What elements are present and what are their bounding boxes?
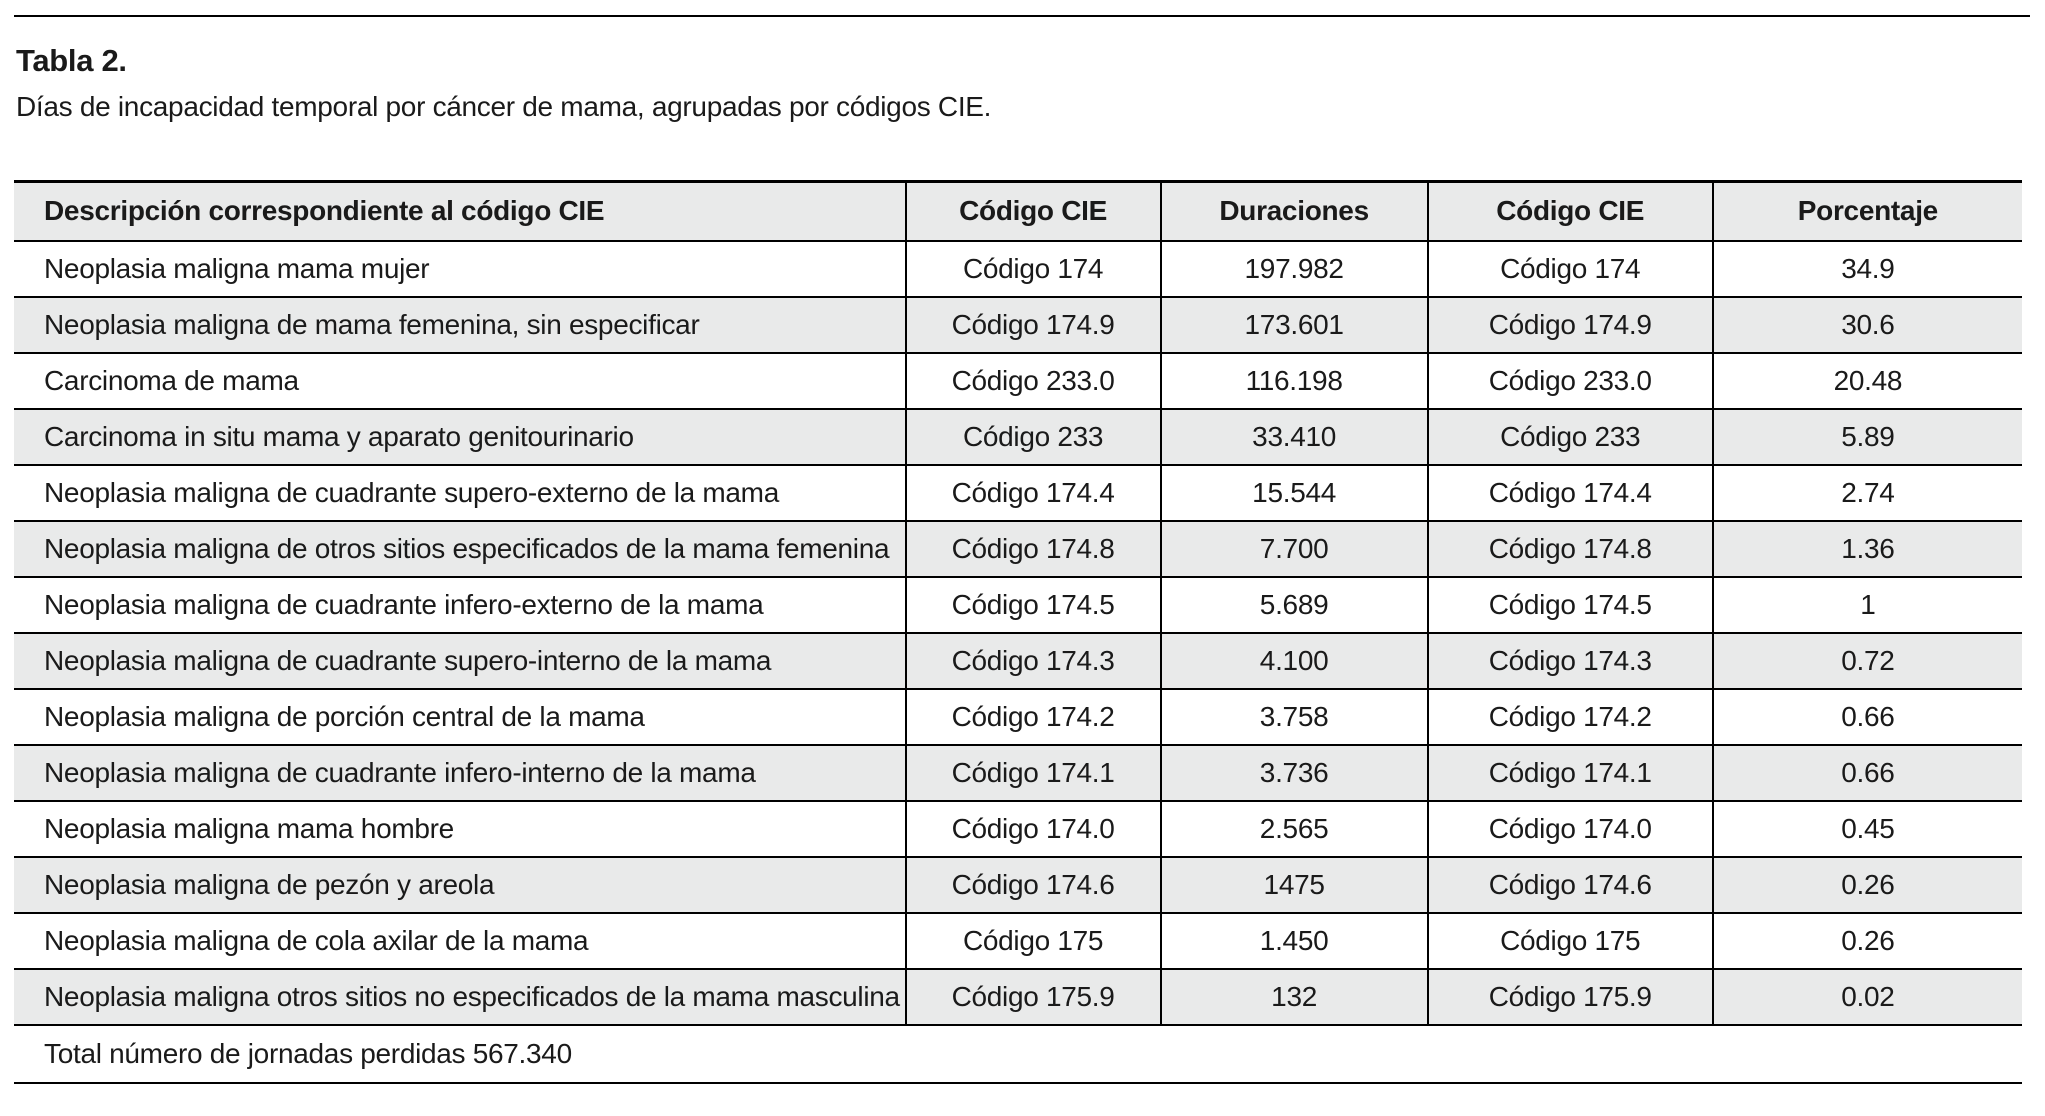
cell-descripcion: Neoplasia maligna de cuadrante supero-ex… <box>14 464 906 522</box>
cell-descripcion: Neoplasia maligna de pezón y areola <box>14 856 906 914</box>
cell-codigo-cie-2: Código 174.8 <box>1426 520 1713 578</box>
table-row: Carcinoma de mama Código 233.0 116.198 C… <box>14 352 2022 410</box>
cell-duraciones: 173.601 <box>1159 296 1428 354</box>
table-row: Neoplasia maligna otros sitios no especi… <box>14 968 2022 1026</box>
cell-porcentaje: 30.6 <box>1711 296 2022 354</box>
cell-descripcion: Neoplasia maligna de cuadrante infero-in… <box>14 744 906 802</box>
header-descripcion: Descripción correspondiente al código CI… <box>14 180 906 242</box>
table-row: Neoplasia maligna de cuadrante supero-ex… <box>14 464 2022 522</box>
cell-codigo-cie-2: Código 174.9 <box>1426 296 1713 354</box>
table-footer-row: Total número de jornadas perdidas 567.34… <box>14 1024 2022 1084</box>
cell-duraciones: 7.700 <box>1159 520 1428 578</box>
cell-codigo-cie-2: Código 174.5 <box>1426 576 1713 634</box>
cell-codigo-cie-1: Código 174.6 <box>904 856 1161 914</box>
cell-codigo-cie-1: Código 174.1 <box>904 744 1161 802</box>
table-row: Neoplasia maligna de mama femenina, sin … <box>14 296 2022 354</box>
cell-porcentaje: 0.45 <box>1711 800 2022 858</box>
table-row: Neoplasia maligna de cuadrante supero-in… <box>14 632 2022 690</box>
cell-porcentaje: 34.9 <box>1711 240 2022 298</box>
cell-codigo-cie-1: Código 233.0 <box>904 352 1161 410</box>
cell-porcentaje: 0.02 <box>1711 968 2022 1026</box>
cell-codigo-cie-2: Código 174.6 <box>1426 856 1713 914</box>
cell-codigo-cie-1: Código 233 <box>904 408 1161 466</box>
cell-descripcion: Neoplasia maligna de porción central de … <box>14 688 906 746</box>
total-jornadas-perdidas: Total número de jornadas perdidas 567.34… <box>14 1024 2022 1084</box>
cell-descripcion: Neoplasia maligna mama hombre <box>14 800 906 858</box>
cell-porcentaje: 1 <box>1711 576 2022 634</box>
header-duraciones: Duraciones <box>1159 180 1428 242</box>
cell-porcentaje: 20.48 <box>1711 352 2022 410</box>
table-row: Neoplasia maligna de pezón y areola Códi… <box>14 856 2022 914</box>
header-porcentaje: Porcentaje <box>1711 180 2022 242</box>
cell-descripcion: Neoplasia maligna otros sitios no especi… <box>14 968 906 1026</box>
cell-duraciones: 1.450 <box>1159 912 1428 970</box>
table-header-row: Descripción correspondiente al código CI… <box>14 180 2022 242</box>
cell-descripcion: Neoplasia maligna de cola axilar de la m… <box>14 912 906 970</box>
cell-codigo-cie-1: Código 174.9 <box>904 296 1161 354</box>
header-codigo-cie-2: Código CIE <box>1426 180 1713 242</box>
cell-porcentaje: 5.89 <box>1711 408 2022 466</box>
figure-top-rule <box>14 15 2030 17</box>
cell-porcentaje: 0.66 <box>1711 688 2022 746</box>
cell-descripcion: Neoplasia maligna de otros sitios especi… <box>14 520 906 578</box>
table-row: Neoplasia maligna de cola axilar de la m… <box>14 912 2022 970</box>
cell-descripcion: Neoplasia maligna de mama femenina, sin … <box>14 296 906 354</box>
figure-caption: Días de incapacidad temporal por cáncer … <box>16 91 992 122</box>
cell-duraciones: 1475 <box>1159 856 1428 914</box>
cell-codigo-cie-2: Código 233.0 <box>1426 352 1713 410</box>
cell-codigo-cie-1: Código 175 <box>904 912 1161 970</box>
cell-codigo-cie-1: Código 174.0 <box>904 800 1161 858</box>
table-row: Neoplasia maligna de cuadrante infero-in… <box>14 744 2022 802</box>
cell-codigo-cie-1: Código 174.8 <box>904 520 1161 578</box>
cell-codigo-cie-2: Código 174.4 <box>1426 464 1713 522</box>
table-figure: Tabla 2. Días de incapacidad temporal po… <box>0 15 2045 1116</box>
cell-duraciones: 132 <box>1159 968 1428 1026</box>
cell-codigo-cie-1: Código 174 <box>904 240 1161 298</box>
cell-codigo-cie-2: Código 175.9 <box>1426 968 1713 1026</box>
table-row: Neoplasia maligna mama hombre Código 174… <box>14 800 2022 858</box>
cell-duraciones: 197.982 <box>1159 240 1428 298</box>
cell-codigo-cie-2: Código 175 <box>1426 912 1713 970</box>
cell-duraciones: 33.410 <box>1159 408 1428 466</box>
cell-codigo-cie-2: Código 233 <box>1426 408 1713 466</box>
cell-porcentaje: 0.66 <box>1711 744 2022 802</box>
header-codigo-cie-1: Código CIE <box>904 180 1161 242</box>
cell-codigo-cie-2: Código 174 <box>1426 240 1713 298</box>
cell-porcentaje: 1.36 <box>1711 520 2022 578</box>
cell-codigo-cie-1: Código 174.4 <box>904 464 1161 522</box>
cell-porcentaje: 0.72 <box>1711 632 2022 690</box>
cell-porcentaje: 0.26 <box>1711 912 2022 970</box>
table-row: Carcinoma in situ mama y aparato genitou… <box>14 408 2022 466</box>
table-body: Neoplasia maligna mama mujer Código 174 … <box>14 240 2022 1026</box>
figure-title: Tabla 2. <box>16 43 127 78</box>
table-row: Neoplasia maligna de otros sitios especi… <box>14 520 2022 578</box>
cell-duraciones: 4.100 <box>1159 632 1428 690</box>
cell-duraciones: 2.565 <box>1159 800 1428 858</box>
cie-codes-table: Descripción correspondiente al código CI… <box>14 180 2022 1084</box>
cell-descripcion: Neoplasia maligna de cuadrante supero-in… <box>14 632 906 690</box>
table-row: Neoplasia maligna mama mujer Código 174 … <box>14 240 2022 298</box>
cell-codigo-cie-2: Código 174.1 <box>1426 744 1713 802</box>
cell-codigo-cie-2: Código 174.2 <box>1426 688 1713 746</box>
cell-duraciones: 15.544 <box>1159 464 1428 522</box>
table-row: Neoplasia maligna de cuadrante infero-ex… <box>14 576 2022 634</box>
cell-codigo-cie-2: Código 174.0 <box>1426 800 1713 858</box>
cell-codigo-cie-1: Código 174.3 <box>904 632 1161 690</box>
cell-codigo-cie-2: Código 174.3 <box>1426 632 1713 690</box>
cell-descripcion: Carcinoma in situ mama y aparato genitou… <box>14 408 906 466</box>
cell-codigo-cie-1: Código 175.9 <box>904 968 1161 1026</box>
cell-duraciones: 5.689 <box>1159 576 1428 634</box>
cell-porcentaje: 2.74 <box>1711 464 2022 522</box>
cell-duraciones: 3.736 <box>1159 744 1428 802</box>
cell-codigo-cie-1: Código 174.2 <box>904 688 1161 746</box>
cell-descripcion: Neoplasia maligna de cuadrante infero-ex… <box>14 576 906 634</box>
cell-duraciones: 3.758 <box>1159 688 1428 746</box>
cell-duraciones: 116.198 <box>1159 352 1428 410</box>
cell-descripcion: Neoplasia maligna mama mujer <box>14 240 906 298</box>
cell-codigo-cie-1: Código 174.5 <box>904 576 1161 634</box>
cell-descripcion: Carcinoma de mama <box>14 352 906 410</box>
cell-porcentaje: 0.26 <box>1711 856 2022 914</box>
table-row: Neoplasia maligna de porción central de … <box>14 688 2022 746</box>
